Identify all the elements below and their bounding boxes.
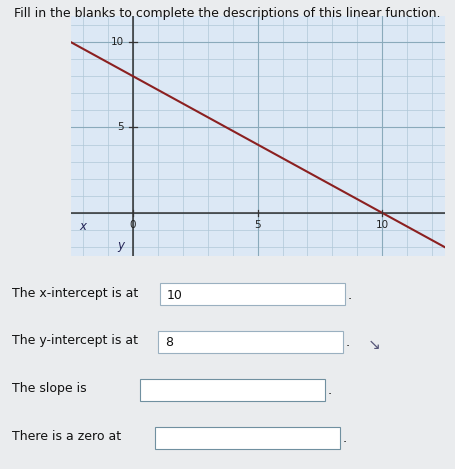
Text: 5: 5 bbox=[254, 219, 260, 230]
Text: There is a zero at: There is a zero at bbox=[12, 431, 121, 443]
Text: .: . bbox=[327, 384, 331, 397]
Text: The slope is: The slope is bbox=[12, 382, 86, 395]
Text: 8: 8 bbox=[165, 336, 172, 349]
Text: 0: 0 bbox=[130, 219, 136, 230]
FancyBboxPatch shape bbox=[155, 427, 339, 449]
Text: .: . bbox=[345, 336, 349, 349]
Text: 5: 5 bbox=[117, 122, 124, 132]
Text: y: y bbox=[117, 239, 124, 252]
Text: ↖: ↖ bbox=[364, 335, 377, 350]
Text: .: . bbox=[347, 289, 351, 302]
FancyBboxPatch shape bbox=[160, 283, 344, 305]
Text: .: . bbox=[342, 432, 346, 446]
FancyBboxPatch shape bbox=[157, 331, 342, 353]
Text: 10: 10 bbox=[111, 37, 124, 47]
Text: The x-intercept is at: The x-intercept is at bbox=[12, 287, 138, 300]
Text: The y-intercept is at: The y-intercept is at bbox=[12, 334, 138, 347]
Text: Fill in the blanks to complete the descriptions of this linear function.: Fill in the blanks to complete the descr… bbox=[14, 7, 439, 20]
Text: 10: 10 bbox=[167, 289, 182, 302]
Text: 10: 10 bbox=[375, 219, 388, 230]
FancyBboxPatch shape bbox=[140, 378, 324, 401]
Text: x: x bbox=[80, 219, 86, 233]
